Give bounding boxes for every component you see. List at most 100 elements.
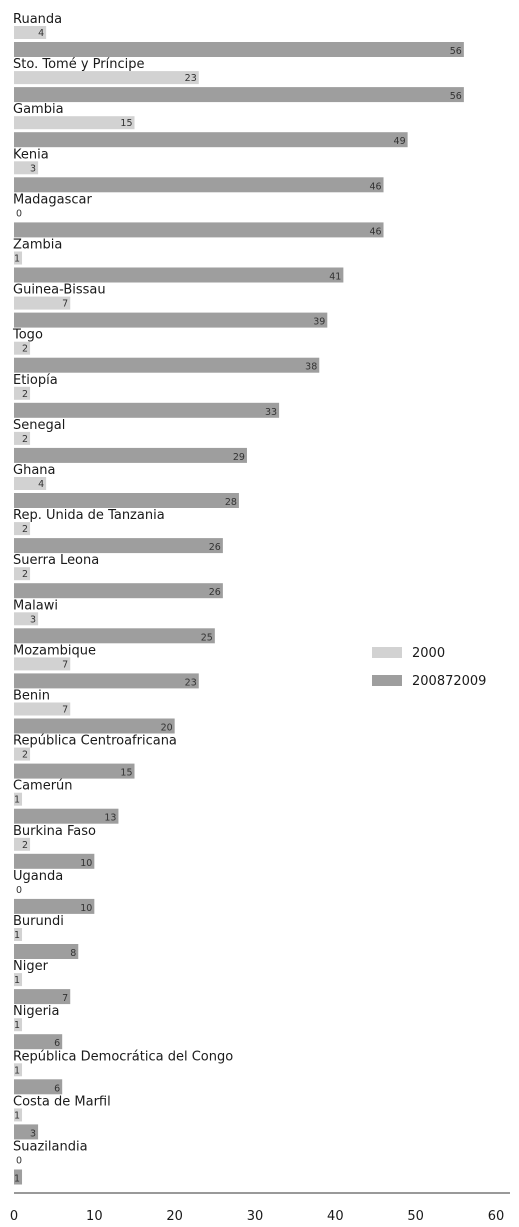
value-label: 2 <box>22 840 28 851</box>
category-label: República Centroafricana <box>13 734 177 749</box>
value-label: 1 <box>14 975 20 986</box>
category-label: República Democrática del Congo <box>13 1049 233 1064</box>
category-label: Benin <box>13 689 50 704</box>
value-label: 20 <box>161 723 173 734</box>
value-label: 7 <box>62 705 68 716</box>
bar-series-1 <box>14 26 47 39</box>
bar-series-2 <box>14 1079 63 1095</box>
bar-series-2 <box>14 1169 23 1185</box>
value-label: 26 <box>209 542 221 553</box>
bar-series-2 <box>14 944 79 959</box>
category-label: Etiopía <box>13 373 58 388</box>
legend-swatch <box>372 647 402 658</box>
bar-series-1 <box>14 477 47 490</box>
bar-series-2 <box>14 177 384 193</box>
category-label: Senegal <box>13 418 65 433</box>
value-label: 3 <box>30 163 36 174</box>
x-tick-label: 50 <box>407 1209 424 1224</box>
legend-label: 2000 <box>412 646 445 661</box>
value-label: 2 <box>22 750 28 761</box>
category-label: Burundi <box>13 914 64 929</box>
value-label: 7 <box>62 659 68 670</box>
bar-series-1 <box>14 612 39 626</box>
bar-series-1 <box>14 386 31 400</box>
value-label: 56 <box>450 91 462 102</box>
value-label: 8 <box>70 948 76 959</box>
category-label: Togo <box>12 328 43 343</box>
category-label: Suerra Leona <box>13 553 99 568</box>
value-label: 15 <box>120 118 132 129</box>
value-label: 2 <box>22 569 28 580</box>
bar-series-2 <box>14 267 344 283</box>
value-label: 23 <box>185 677 197 688</box>
bar-series-1 <box>14 296 71 310</box>
category-label: Suazilandia <box>13 1140 88 1155</box>
bar-series-2 <box>14 42 464 57</box>
legend: 2000 200872009 <box>372 646 486 689</box>
value-label: 38 <box>305 362 317 373</box>
value-label: 0 <box>16 885 22 896</box>
category-label: Mozambique <box>13 643 96 658</box>
bar-series-2 <box>14 447 247 463</box>
bar-series-2 <box>14 989 71 1005</box>
value-label: 2 <box>22 344 28 355</box>
category-label: Malawi <box>13 598 58 613</box>
bar-series-2 <box>14 763 135 779</box>
bar-series-1 <box>14 161 39 175</box>
category-label: Burkina Faso <box>13 824 96 839</box>
value-label: 2 <box>22 524 28 535</box>
x-tick-label: 60 <box>488 1209 505 1224</box>
category-label: Madagascar <box>13 192 93 207</box>
category-label: Guinea-Bissau <box>13 283 106 298</box>
value-label: 1 <box>14 254 20 265</box>
category-label: Costa de Marfil <box>13 1094 111 1109</box>
category-label: Gambia <box>13 102 64 117</box>
bar-series-2 <box>14 402 280 418</box>
x-tick-label: 20 <box>166 1209 183 1224</box>
bar-series-2 <box>14 898 95 914</box>
value-label: 6 <box>54 1038 60 1049</box>
bar-series-2 <box>14 583 223 599</box>
bar-series-1 <box>14 341 31 355</box>
value-label: 3 <box>30 614 36 625</box>
bar-series-1 <box>14 657 71 671</box>
bar-series-2 <box>14 312 328 328</box>
bar-series-2 <box>14 808 119 824</box>
bar-series-2 <box>14 853 95 869</box>
bar-series-1 <box>14 1018 23 1032</box>
category-label: Ghana <box>13 463 56 478</box>
value-label: 15 <box>120 768 132 779</box>
bar-series-2 <box>14 222 384 238</box>
x-tick-label: 10 <box>86 1209 103 1224</box>
bar-series-2 <box>14 1124 39 1140</box>
legend-swatch <box>372 675 402 686</box>
value-label: 46 <box>369 181 381 192</box>
bar-series-1 <box>14 71 199 85</box>
value-label: 1 <box>14 1065 20 1076</box>
bar-series-1 <box>14 973 23 987</box>
value-label: 4 <box>38 479 44 490</box>
category-label: Camerún <box>13 779 73 794</box>
category-label: Uganda <box>13 869 63 884</box>
bar-series-2 <box>14 87 464 103</box>
category-label: Kenia <box>13 147 49 162</box>
bar-series-2 <box>14 718 175 734</box>
value-label: 25 <box>201 632 213 643</box>
category-label: Ruanda <box>13 12 62 27</box>
value-label: 13 <box>104 813 116 824</box>
value-label: 28 <box>225 497 237 508</box>
value-label: 49 <box>394 136 406 147</box>
bar-series-1 <box>14 837 31 851</box>
category-label: Rep. Unida de Tanzania <box>13 508 165 523</box>
value-label: 0 <box>16 208 22 219</box>
value-label: 7 <box>62 993 68 1004</box>
value-label: 39 <box>313 317 325 328</box>
value-label: 23 <box>185 73 197 84</box>
category-label: Zambia <box>13 238 62 253</box>
x-tick-label: 40 <box>327 1209 344 1224</box>
value-label: 1 <box>14 1020 20 1031</box>
value-label: 56 <box>450 46 462 57</box>
bar-series-1 <box>14 116 135 130</box>
value-label: 1 <box>14 795 20 806</box>
